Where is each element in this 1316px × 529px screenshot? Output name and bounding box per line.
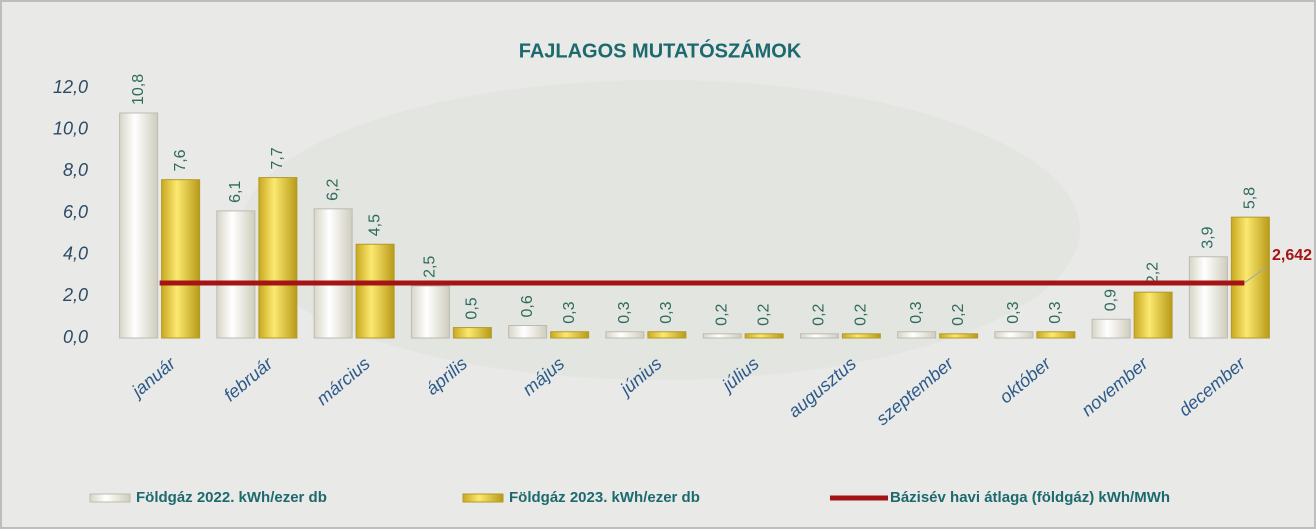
bar <box>1134 292 1172 338</box>
value-label: 0,3 <box>1005 301 1022 323</box>
legend-label: Földgáz 2022. kWh/ezer db <box>136 489 327 506</box>
bar <box>509 326 547 339</box>
value-label: 0,9 <box>1102 289 1119 311</box>
bar <box>1231 217 1269 338</box>
bar <box>606 332 644 338</box>
bar <box>995 332 1033 338</box>
bar <box>842 334 880 338</box>
y-tick-label: 0,0 <box>63 327 88 347</box>
bar <box>411 286 449 338</box>
bar <box>1092 319 1130 338</box>
bar <box>120 113 158 338</box>
bar <box>940 334 978 338</box>
y-tick-label: 10,0 <box>53 118 88 138</box>
bar <box>800 334 838 338</box>
value-label: 6,2 <box>324 178 341 200</box>
chart: FAJLAGOS MUTATÓSZÁMOK 0,0 2,0 4,0 6,0 8,0 10,… <box>0 0 1316 529</box>
legend-key <box>463 494 503 502</box>
value-label: 0,3 <box>908 301 925 323</box>
bar <box>745 334 783 338</box>
bar <box>648 332 686 338</box>
value-label: 0,2 <box>755 303 772 325</box>
value-label: 0,2 <box>950 303 967 325</box>
reference-label: 2,642 <box>1272 247 1312 264</box>
y-tick-label: 2,0 <box>62 285 88 305</box>
bar <box>314 209 352 338</box>
value-label: 0,3 <box>561 301 578 323</box>
y-tick-label: 6,0 <box>63 202 88 222</box>
bar <box>703 334 741 338</box>
value-label: 0,3 <box>658 301 675 323</box>
bar <box>1189 257 1227 338</box>
legend-label: Földgáz 2023. kWh/ezer db <box>509 489 700 506</box>
bar <box>898 332 936 338</box>
y-tick-label: 12,0 <box>53 77 88 97</box>
value-label: 5,8 <box>1242 187 1259 209</box>
value-label: 10,8 <box>130 74 147 105</box>
value-label: 0,2 <box>853 303 870 325</box>
value-label: 0,6 <box>519 295 536 317</box>
value-label: 2,5 <box>422 256 439 278</box>
value-label: 0,2 <box>811 303 828 325</box>
value-label: 6,1 <box>227 181 244 203</box>
bar <box>453 328 491 338</box>
value-label: 0,5 <box>464 297 481 319</box>
bar <box>217 211 255 338</box>
bar <box>259 178 297 338</box>
y-tick-label: 4,0 <box>63 243 88 263</box>
value-label: 0,2 <box>713 303 730 325</box>
value-label: 7,6 <box>172 149 189 171</box>
bar <box>162 180 200 338</box>
value-label: 4,5 <box>366 214 383 236</box>
bar <box>356 244 394 338</box>
y-tick-label: 8,0 <box>63 160 88 180</box>
chart-title: FAJLAGOS MUTATÓSZÁMOK <box>519 38 802 62</box>
legend-key <box>90 494 130 502</box>
value-label: 0,3 <box>1047 301 1064 323</box>
bar <box>1037 332 1075 338</box>
legend-label: Bázisév havi átlaga (földgáz) kWh/MWh <box>890 489 1170 506</box>
value-label: 0,3 <box>616 301 633 323</box>
bar <box>551 332 589 338</box>
value-label: 7,7 <box>269 147 286 169</box>
value-label: 3,9 <box>1200 226 1217 248</box>
